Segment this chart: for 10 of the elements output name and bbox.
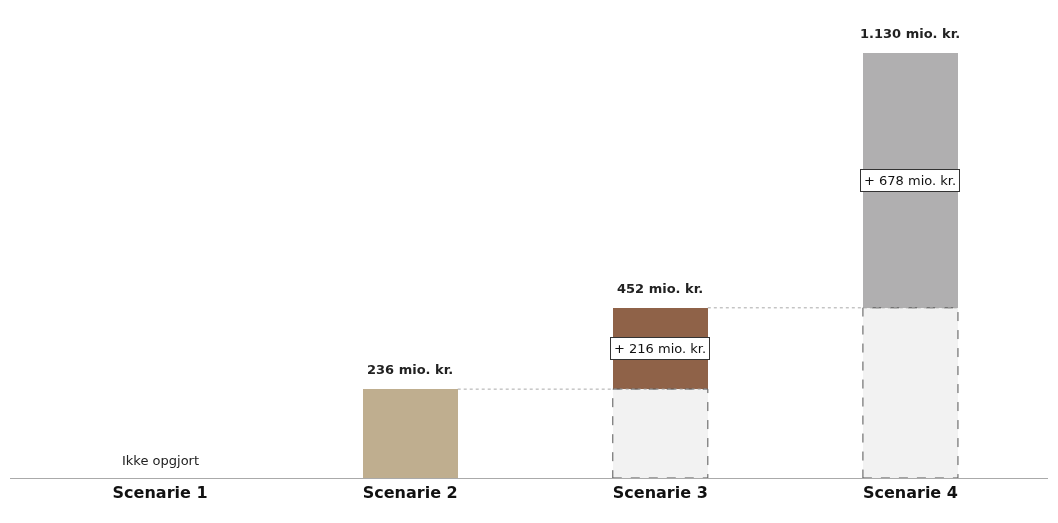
x-tick-label: Scenarie 4: [862, 483, 958, 503]
x-tick-label: Scenarie 2: [362, 483, 458, 503]
data-label: + 216 mio. kr.: [614, 341, 707, 356]
annotation: Ikke opgjort: [122, 453, 200, 468]
x-tick-label: Scenarie 1: [112, 483, 208, 503]
total-label: 452 mio. kr.: [617, 281, 704, 296]
total-label: 236 mio. kr.: [367, 362, 454, 377]
total-label: 1.130 mio. kr.: [860, 26, 961, 41]
x-tick-label: Scenarie 3: [612, 483, 708, 503]
data-label: + 678 mio. kr.: [864, 173, 957, 188]
